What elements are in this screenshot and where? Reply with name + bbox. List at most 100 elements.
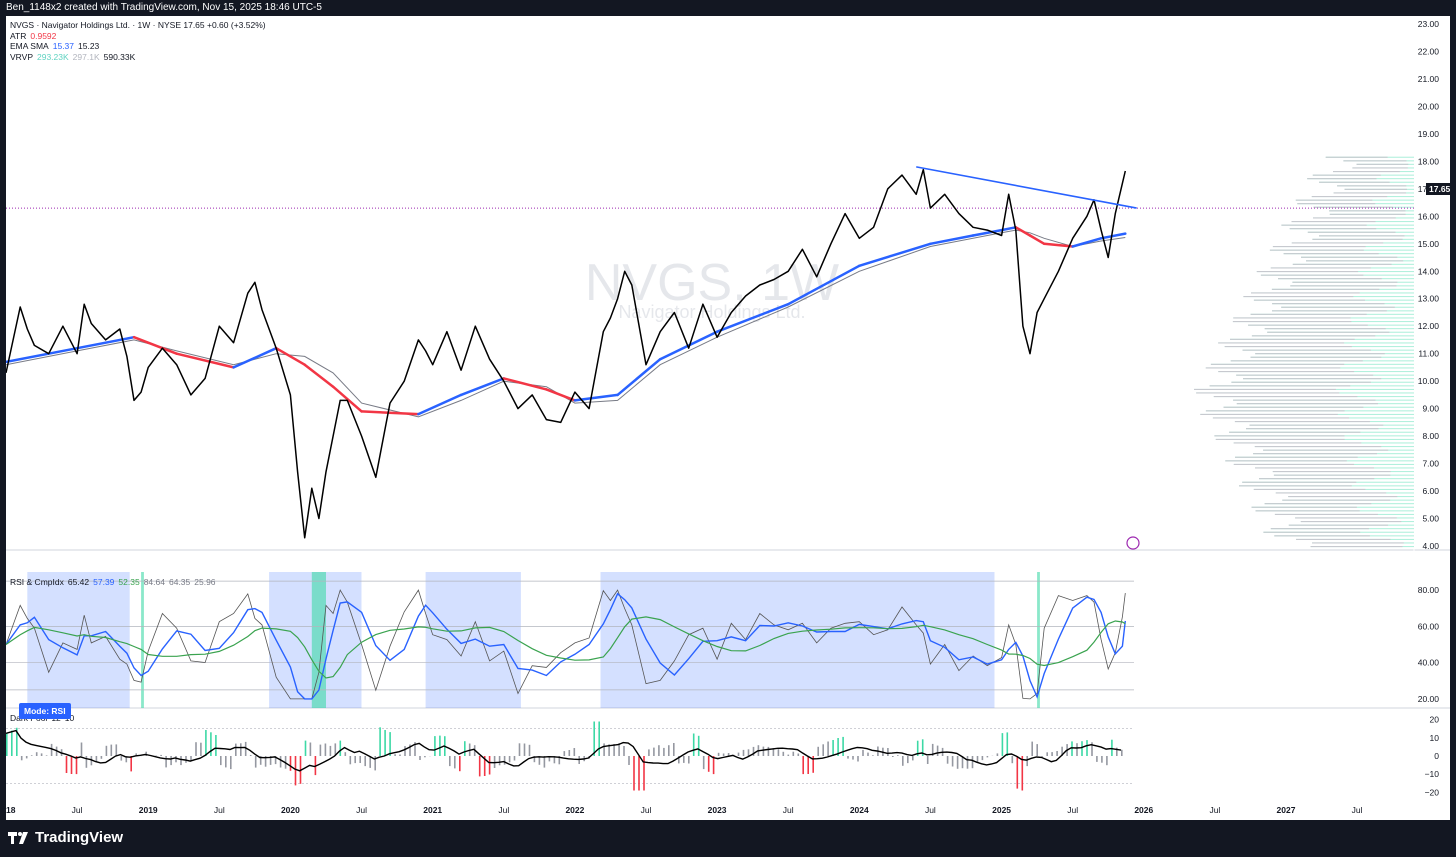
volume-profile-bar-upper [1253,299,1365,301]
volume-profile-bar-upper [1229,431,1361,433]
volume-profile-bar-upper [1319,235,1405,237]
dp-bar [862,749,864,756]
dp-bar [513,756,516,761]
dp-bar [409,744,411,756]
volume-profile-bar-upper [1289,228,1377,230]
legend-line-symbol: NVGS · Navigator Holdings Ltd. · 1W · NY… [10,20,266,30]
volume-profile-bar-upper [1218,371,1355,373]
dp-bar [1096,756,1098,762]
dp-bar [802,756,804,775]
ema-segment [132,335,178,355]
price-axis-label: 4.00 [1422,541,1439,551]
dp-bar [25,756,28,759]
volume-profile-bar-upper [1251,506,1357,508]
volume-profile-bar-upper [1251,335,1376,337]
dp-bar [538,756,541,765]
dp-bar [125,756,128,763]
volume-profile-bar-upper [1243,378,1382,380]
volume-profile-bar-upper [1225,460,1347,462]
dp-bar [394,754,396,756]
dp-bar [399,754,401,756]
volume-profile-bar-upper [1310,546,1403,548]
dp-bar [673,743,675,756]
ema-segment [1028,234,1046,246]
dp-bar [842,736,844,756]
ema-segment [858,242,932,268]
dp-bar [165,756,167,768]
time-axis-label: Jul [925,805,936,815]
volume-profile-bar-upper [1205,410,1345,412]
dp-bar [160,754,162,756]
dp-bar [1036,744,1038,756]
dp-bar [692,733,695,756]
time-axis-label: 2022 [565,805,584,815]
dp-bar [205,730,207,756]
dp-bar [1111,739,1113,756]
dp-bar [518,743,521,756]
dp-bar [120,756,123,761]
dp-bar [872,755,874,756]
dp-bar [1011,756,1014,764]
dp-bar [658,745,660,756]
rsi-pane: 80.00 60.00 40.00 20.00 [5,572,1450,709]
price-axis-label: 20.00 [1418,101,1440,111]
ema-segment [1014,226,1032,237]
dp-bar [85,756,88,768]
volume-profile-bar-upper [1242,349,1371,351]
volume-profile-bar-upper [1218,342,1345,344]
dp-bar [254,756,257,768]
volume-profile-bar-upper [1223,406,1364,408]
dp-bar [289,756,292,771]
ema-segment [1099,232,1127,240]
ema-segment [360,410,420,416]
dp-bar [304,740,307,756]
dp-bar [339,740,342,756]
volume-profile-bar-upper [1194,388,1336,390]
dp-bar [1116,747,1118,756]
volume-profile-bar-upper [1272,246,1366,248]
dp-bar [951,756,954,767]
time-axis-label: Jul [1209,805,1220,815]
event-lightning-icon[interactable] [1126,536,1140,550]
dp-bar [354,756,356,764]
volume-profile-bar-upper [1275,492,1387,494]
tradingview-logo[interactable]: TradingView [8,829,123,846]
volume-profile-bar-upper [1329,210,1406,212]
vrvp-label: VRVP [10,51,33,62]
time-axis-label: 2021 [423,805,442,815]
price-axis-label: 13.00 [1418,294,1440,304]
volume-profile-bar-upper [1301,256,1398,258]
dp-bar [782,751,785,756]
volume-profile-bar-upper [1274,513,1378,515]
main-price-pane: 23.0022.0021.0020.0019.0018.0017.0016.00… [4,16,1450,816]
price-axis-label: 8.00 [1422,431,1439,441]
chart-canvas[interactable]: 23.0022.0021.0020.0019.0018.0017.0016.00… [0,16,1450,820]
mode-rsi-button[interactable]: Mode: RSI [19,703,71,719]
dp-bar [1056,751,1058,756]
dp-bar [185,756,187,763]
dp-axis-label: 0 [1434,751,1439,761]
dp-bar [956,756,959,769]
dp-bar [986,756,989,758]
dp-bar [115,744,118,756]
rsi-v6: 25.96 [194,577,216,587]
ema-segment [303,363,335,388]
volume-profile-bar-upper [1205,367,1341,369]
rsi-legend: RSI & CmpIdx 65.42 57.39 52.35 84.64 64.35 25.… [10,577,220,588]
price-line[interactable] [5,168,1127,539]
price-axis-label: 12.00 [1418,321,1440,331]
dp-bar [110,744,113,756]
volume-profile-bar-upper [1333,192,1406,194]
sma-line [5,229,1126,418]
volume-profile-bar-upper [1274,535,1370,537]
dp-bar [1106,756,1108,766]
volume-profile-bar-upper [1215,438,1345,440]
dp-bar [269,756,272,765]
volume-profile-bar-upper [1344,188,1407,190]
price-axis-label: 6.00 [1422,486,1439,496]
trendline[interactable] [916,166,1137,209]
rsi-v4: 84.64 [143,577,165,587]
chart-frame: 23.0022.0021.0020.0019.0018.0017.0016.00… [0,16,1454,820]
ema-segment [331,385,363,413]
volume-profile-bar-upper [1233,442,1362,444]
